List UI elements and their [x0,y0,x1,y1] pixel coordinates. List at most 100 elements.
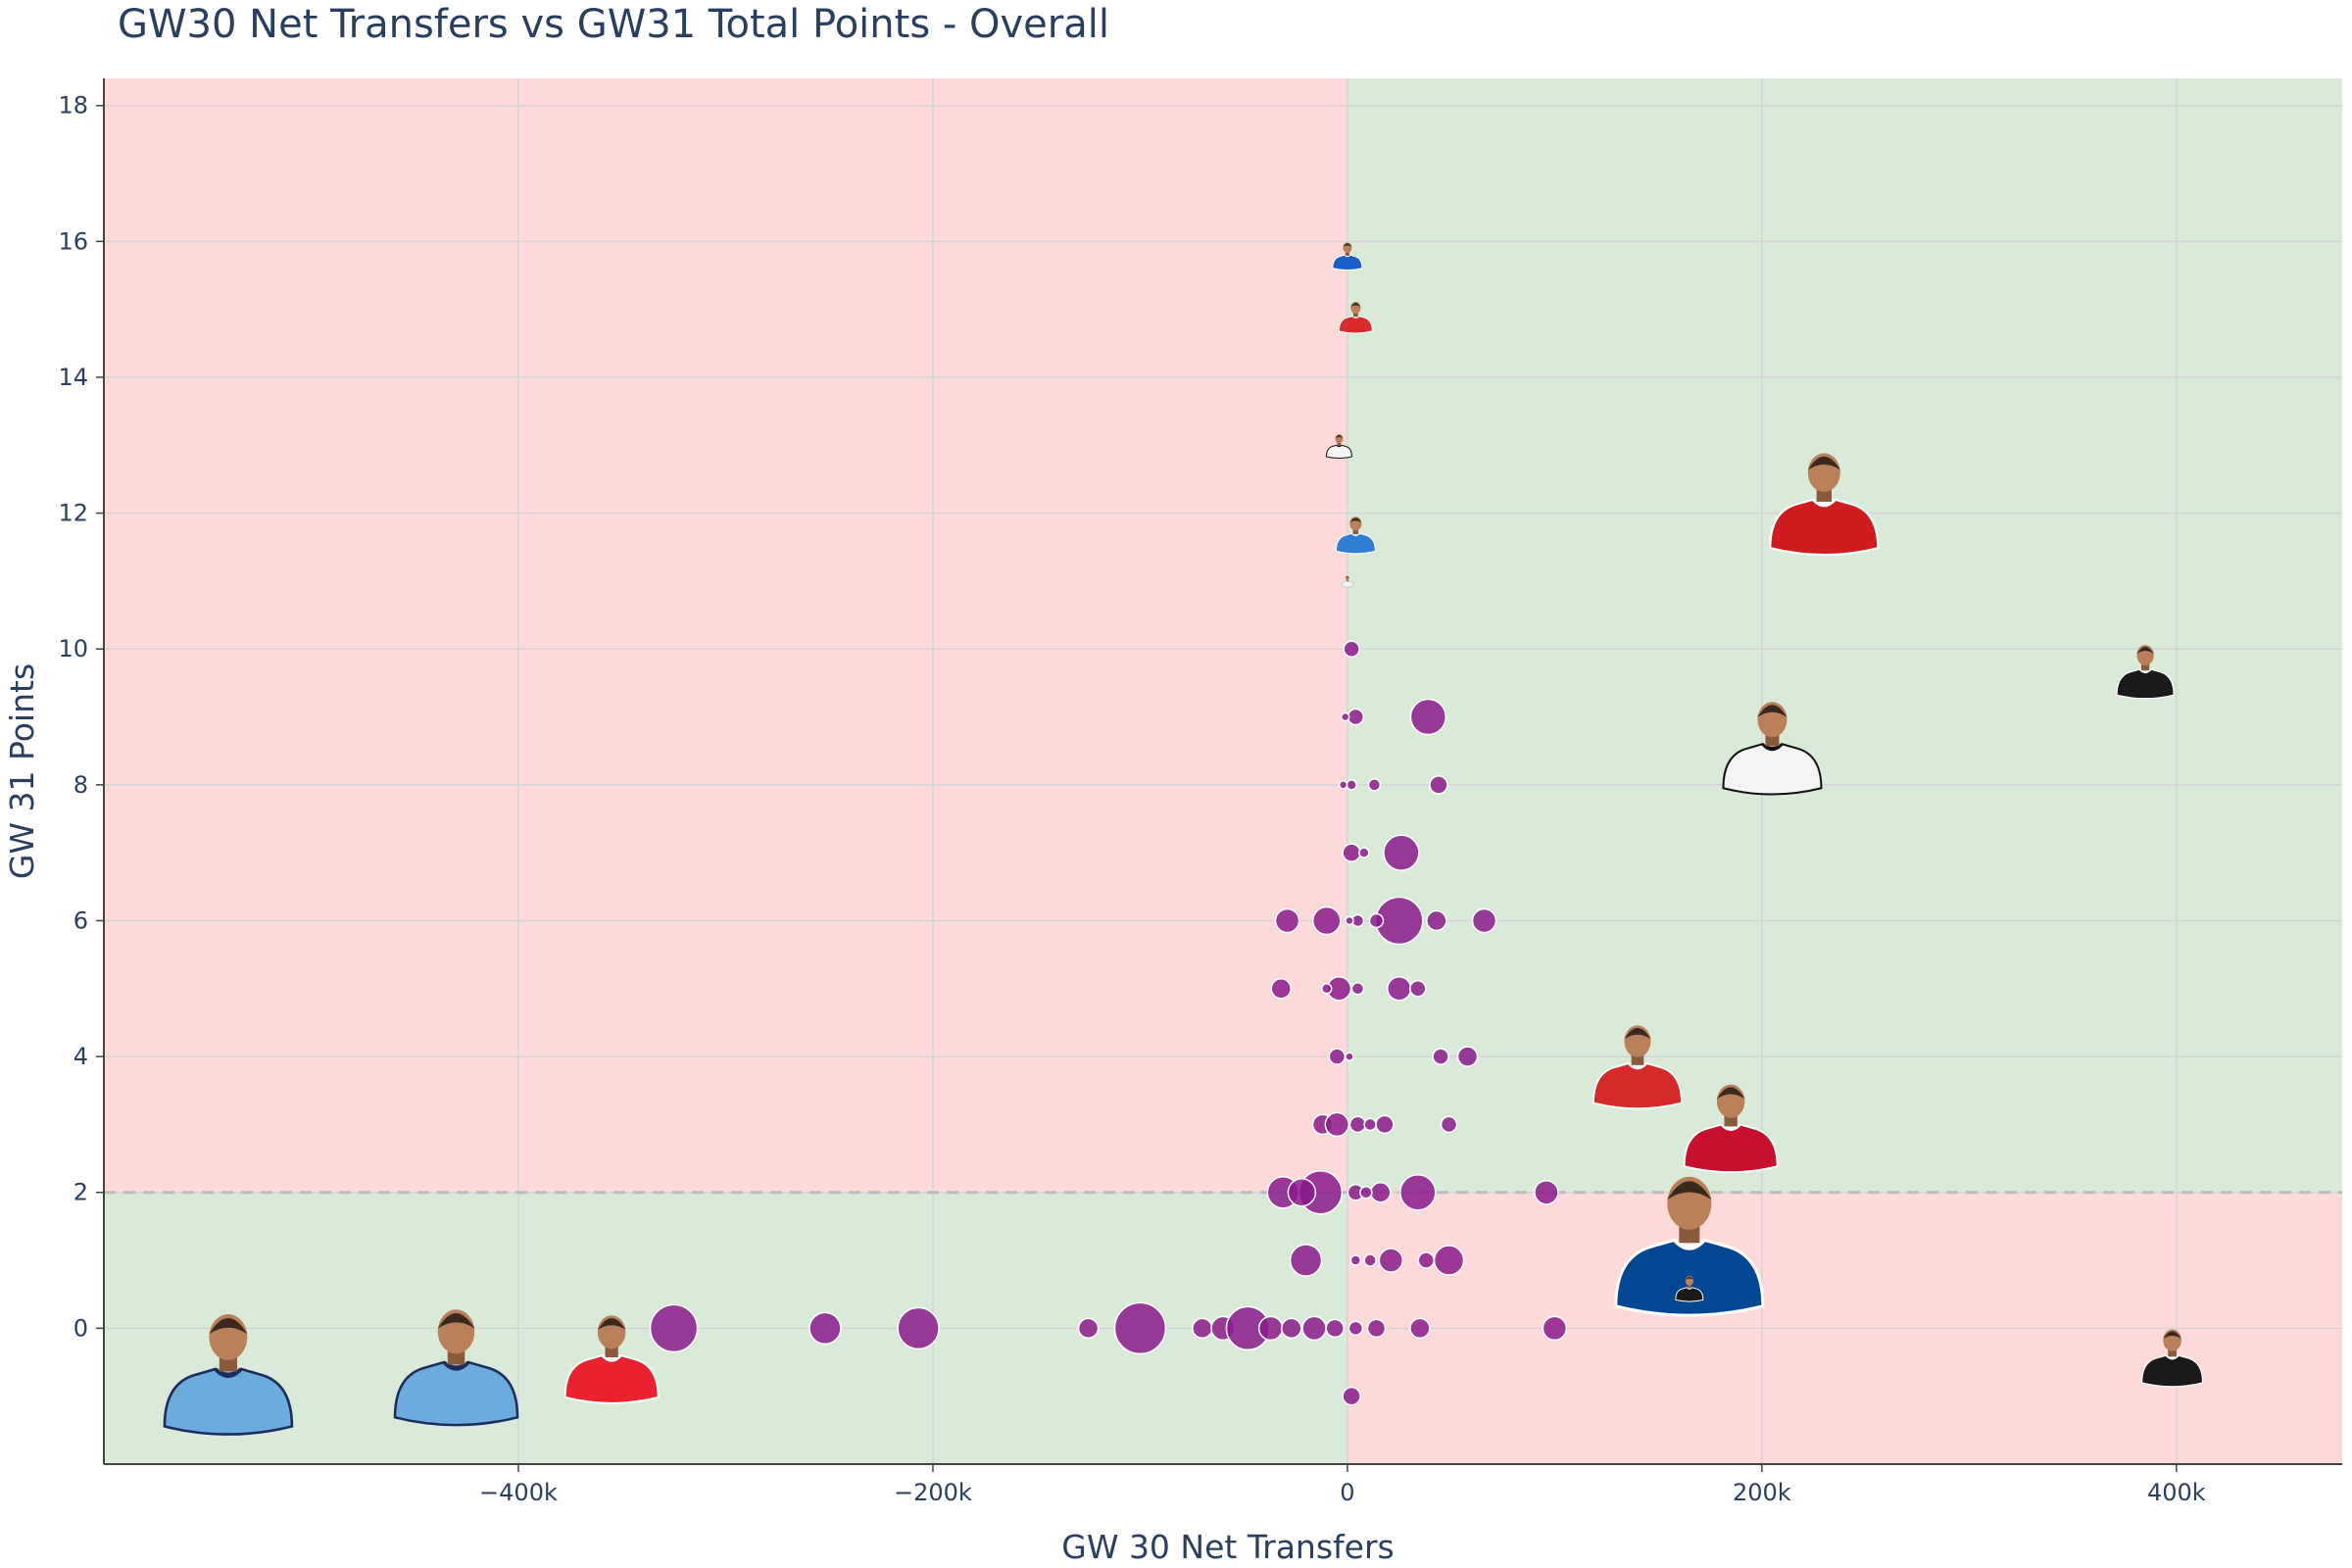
data-point [1471,907,1497,934]
data-point [1368,912,1385,929]
y-axis-title: GW 31 Points [3,663,41,879]
data-point [1363,1117,1377,1132]
player-collar [1336,444,1343,448]
player-hair [2163,1331,2181,1340]
y-tick-label: 0 [74,1314,88,1342]
data-point [1432,1048,1449,1065]
player-collar [1344,254,1351,258]
y-tick-label: 2 [74,1179,88,1206]
data-point [1325,1318,1345,1339]
data-point [1348,1115,1367,1134]
player-photo-newcastle [1675,1275,1704,1302]
player-photo-newcastle [2116,645,2175,700]
x-tick-label: 400k [2147,1479,2206,1506]
player-photo-fulham [1722,702,1823,796]
x-tick-label: 0 [1340,1479,1354,1506]
x-tick-label: 200k [1733,1479,1791,1506]
player-neck [1631,1054,1644,1065]
y-tick-label: 8 [74,771,88,799]
player-hair [1350,302,1361,308]
data-point [1369,1181,1392,1203]
data-point [1287,1177,1317,1207]
y-tick-label: 16 [58,227,88,255]
data-point [1456,1046,1479,1067]
player-hair [1343,243,1352,247]
y-tick-label: 12 [58,500,88,527]
player-hair [1716,1087,1745,1100]
data-point [1347,708,1365,726]
player-shirt [1335,532,1376,555]
y-tick-label: 4 [74,1043,88,1070]
data-point [1338,780,1348,790]
data-point [1348,1320,1364,1337]
player-hair [1807,456,1840,470]
data-point [1417,1251,1436,1269]
data-point [1359,1185,1373,1200]
player-collar [1350,532,1360,537]
quadrant-top-left [104,78,1348,1193]
data-point [1426,909,1447,932]
player-collar [1627,1062,1647,1070]
data-point [1409,698,1447,736]
player-collar [2165,1354,2180,1360]
player-collar [1346,580,1349,583]
y-tick-label: 6 [74,906,88,934]
data-point [1270,978,1292,1000]
player-collar [1686,1287,1692,1290]
data-point [1429,775,1448,795]
data-point [1433,1245,1465,1276]
player-photo-brentford [1592,1025,1683,1110]
player-neck [1345,251,1349,256]
player-hair [1685,1276,1694,1281]
player-hair [1667,1181,1712,1200]
data-point [1440,1115,1458,1134]
data-point [1534,1179,1559,1205]
player-collar [214,1367,243,1379]
player-shirt [1675,1287,1704,1302]
player-shirt [2116,668,2175,700]
player-hair [209,1317,248,1335]
data-point [1345,915,1354,926]
player-shirt [1592,1062,1683,1110]
y-tick-label: 18 [58,92,88,120]
player-shirt [163,1367,294,1436]
player-photo-fulham [1325,434,1352,460]
player-shirt [564,1354,660,1404]
data-point [1409,1317,1431,1340]
player-neck [1687,1284,1691,1289]
player-neck [1347,579,1348,582]
data-point [1257,1315,1284,1342]
player-hair [1335,434,1344,439]
player-hair [2136,646,2154,655]
player-shirt [393,1360,519,1427]
player-shirt [1341,580,1354,588]
player-collar [1720,1123,1741,1132]
player-shirt [1332,254,1363,271]
player-shirt [1722,743,1823,796]
player-shirt [1325,444,1352,460]
data-point [1363,1253,1377,1267]
player-neck [1352,529,1359,535]
data-point [1345,1052,1354,1061]
data-point [1350,982,1365,996]
player-photo-brighton [1335,516,1376,555]
player-collar [2138,668,2152,674]
data-point [1274,907,1300,934]
data-point [897,1306,940,1350]
data-point [1542,1315,1568,1342]
x-tick-label: −200k [894,1479,972,1506]
player-neck [1352,312,1358,318]
player-collar [442,1360,470,1371]
player-hair [1757,705,1788,717]
data-point [1343,640,1360,658]
player-photo-everton [1332,242,1363,271]
data-point [1342,843,1361,862]
player-hair [1349,517,1362,523]
data-point [1409,980,1427,998]
data-point [1281,1317,1302,1340]
data-points [649,640,1568,1406]
data-point [1289,1244,1323,1277]
data-point [649,1303,699,1353]
y-tick-label: 10 [58,635,88,662]
